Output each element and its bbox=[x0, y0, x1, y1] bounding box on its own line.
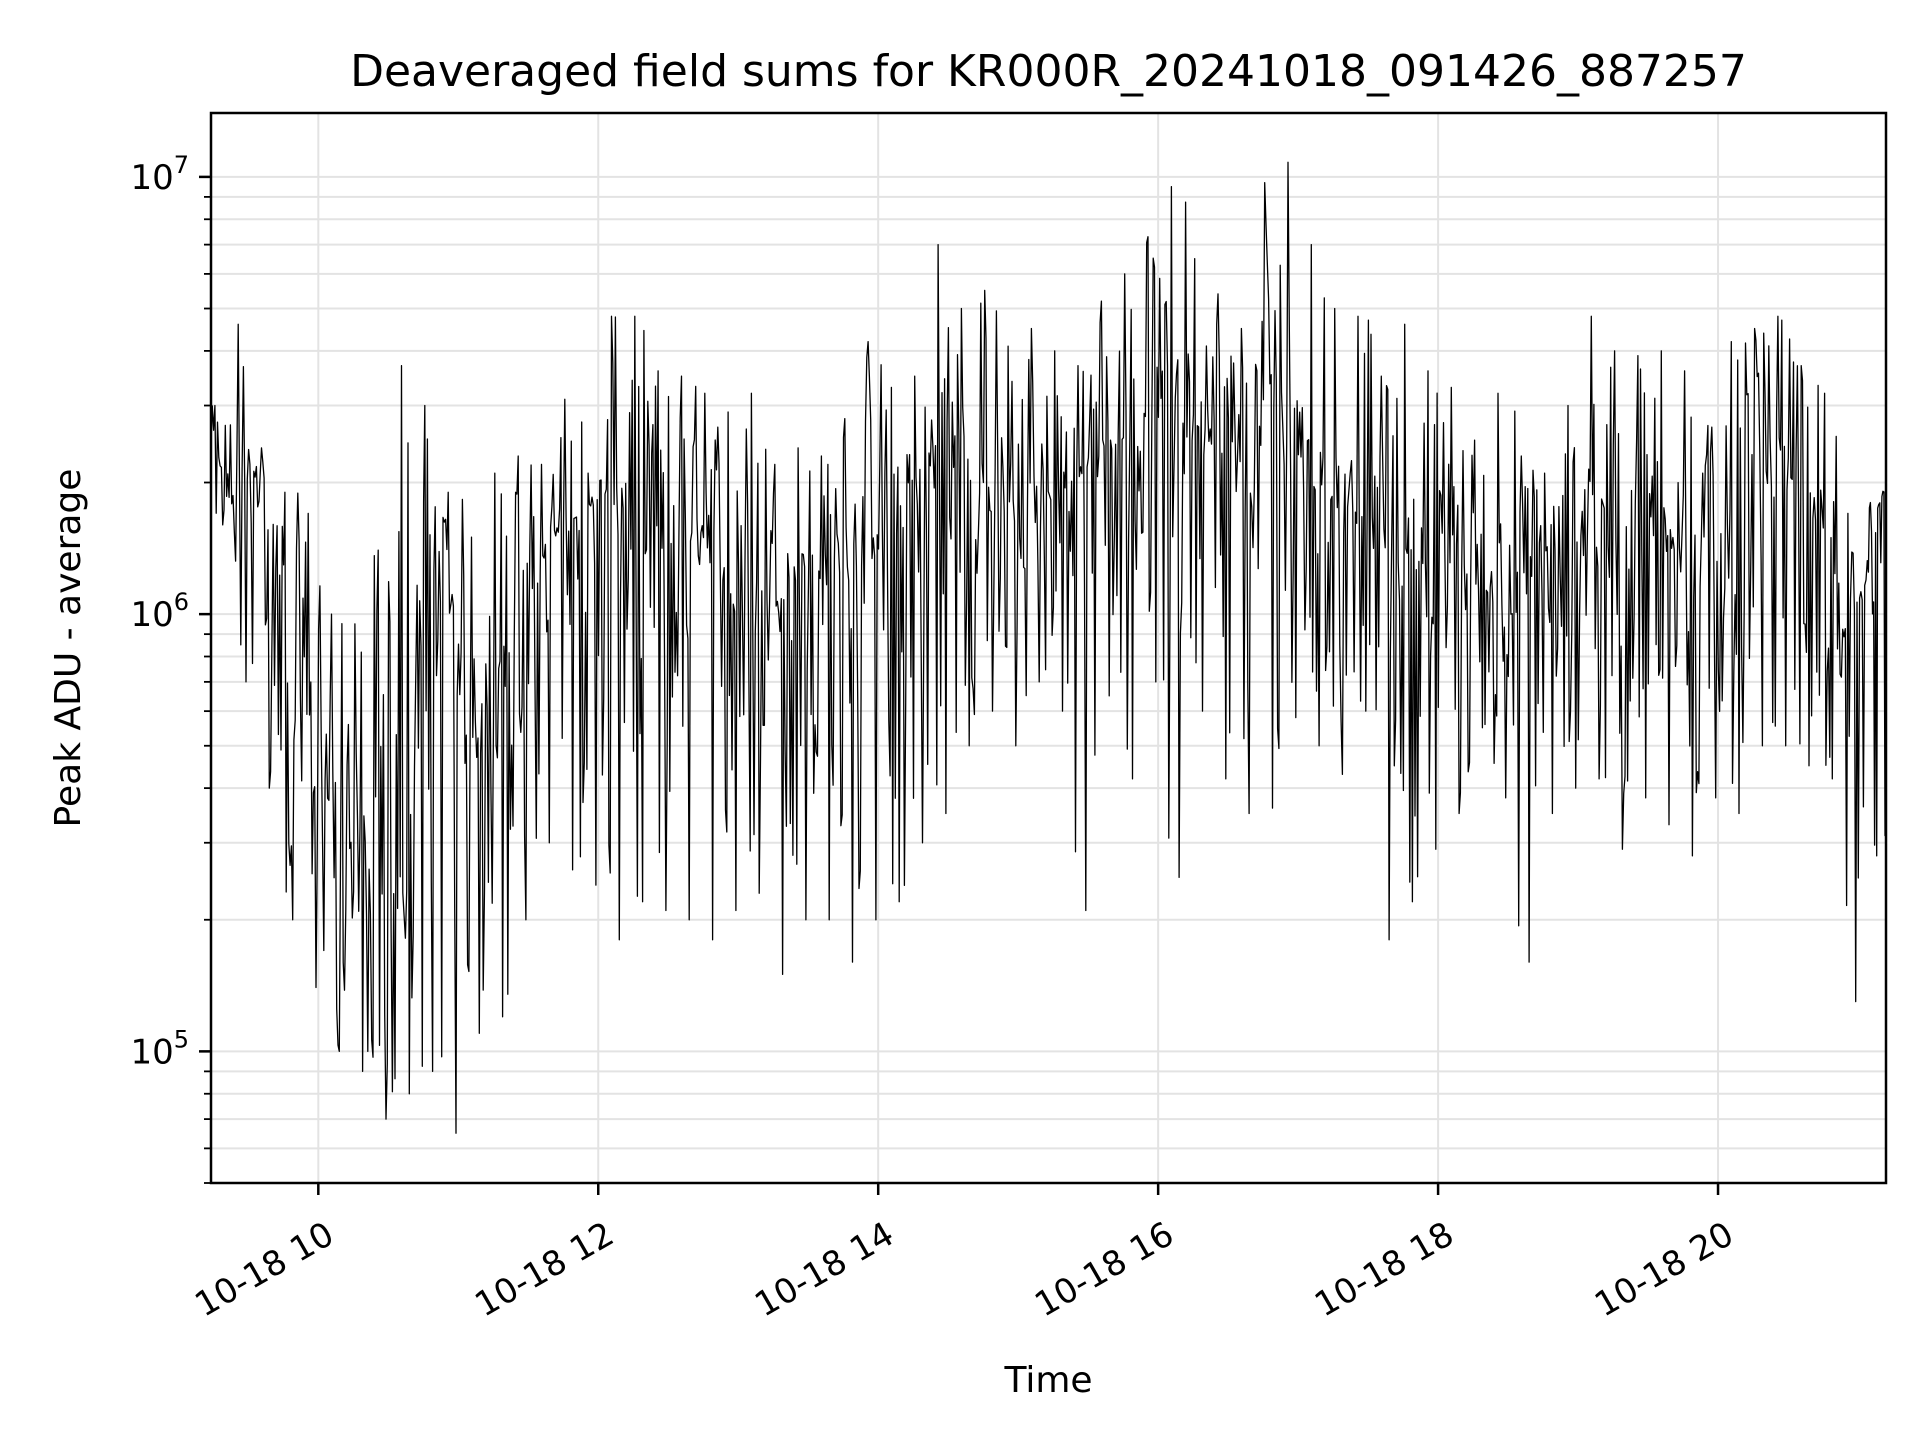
y-tick-label: 107 bbox=[130, 151, 189, 198]
y-axis-label: Peak ADU - average bbox=[48, 469, 89, 828]
chart-title: Deaveraged field sums for KR000R_2024101… bbox=[350, 46, 1747, 97]
y-tick-label: 106 bbox=[130, 588, 189, 635]
x-tick-label: 10-18 12 bbox=[468, 1214, 620, 1325]
x-tick-label: 10-18 18 bbox=[1308, 1214, 1460, 1325]
x-tick-label: 10-18 14 bbox=[748, 1214, 900, 1325]
plot-frame bbox=[209, 111, 1888, 1185]
x-tick-label: 10-18 16 bbox=[1028, 1214, 1180, 1325]
series-line bbox=[210, 161, 1887, 1134]
grid-lines bbox=[211, 113, 1886, 1184]
x-tick-label: 10-18 10 bbox=[188, 1214, 340, 1325]
x-axis-ticks: 10-18 10 10-18 12 10-18 14 10-18 16 10-18 18… bbox=[188, 1183, 1741, 1325]
y-axis-ticks: 105 106 107 bbox=[130, 151, 211, 1184]
y-tick-label: 105 bbox=[130, 1025, 189, 1072]
plot-area bbox=[210, 161, 1887, 1134]
x-tick-label: 10-18 20 bbox=[1588, 1214, 1740, 1325]
x-axis-label: Time bbox=[1003, 1360, 1092, 1401]
